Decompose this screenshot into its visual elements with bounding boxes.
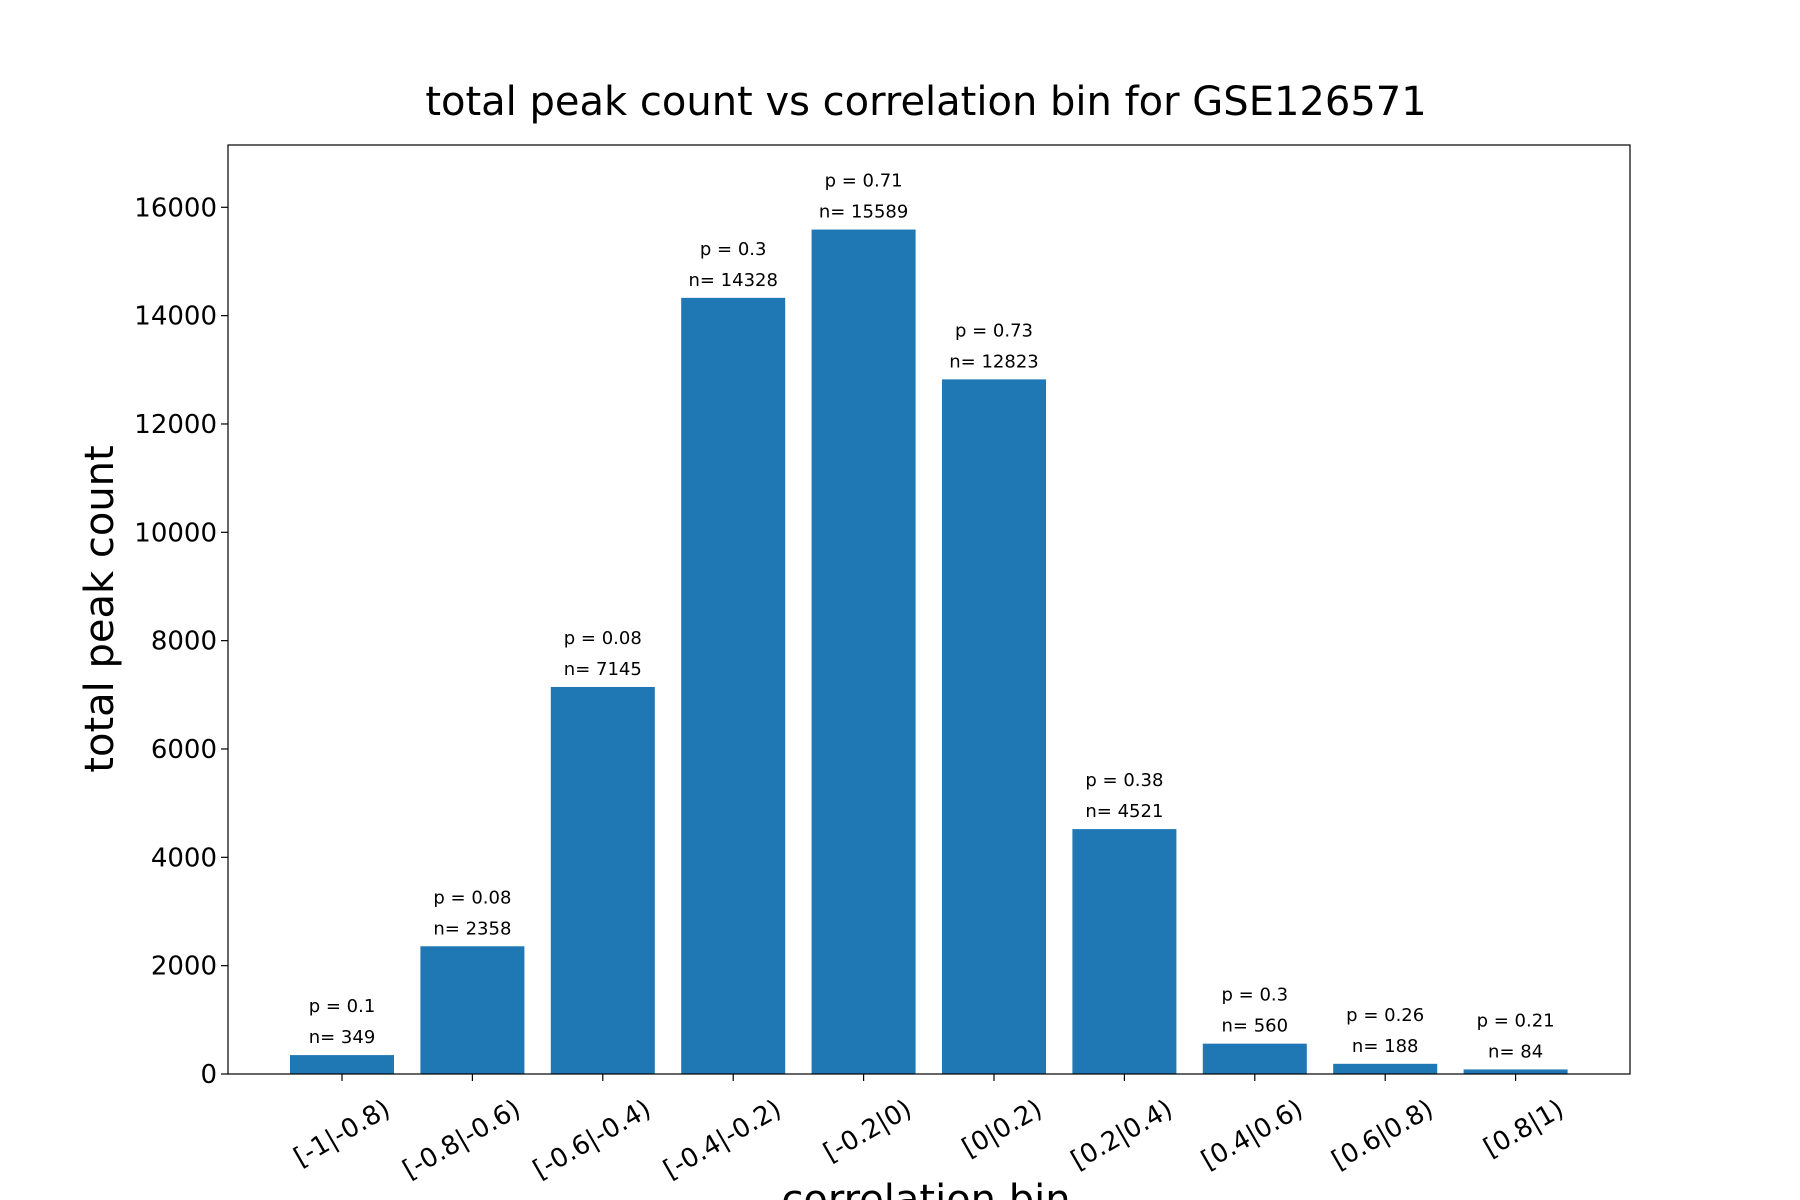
p-value-label: p = 0.08 (433, 887, 511, 908)
plot-frame (227, 144, 1631, 1075)
y-axis: 0 2000 4000 6000 8000 10000 12000 14000 16000 (134, 193, 228, 1090)
p-value-label: p = 0.21 (1477, 1010, 1555, 1031)
y-tick-label: 10000 (134, 518, 217, 548)
bar (420, 946, 525, 1074)
y-tick-label: 4000 (151, 843, 217, 873)
bars-layer (290, 229, 1568, 1075)
x-tick-label: [0|0.2) (957, 1094, 1047, 1163)
bar (1463, 1069, 1568, 1074)
x-tick-label: [-0.2|0) (819, 1094, 917, 1168)
n-count-label: n= 2358 (433, 918, 511, 939)
p-value-label: p = 0.71 (825, 171, 903, 192)
p-value-label: p = 0.08 (564, 628, 642, 649)
p-value-label: p = 0.3 (700, 239, 767, 260)
y-tick-label: 0 (200, 1060, 217, 1090)
y-tick-label: 2000 (151, 952, 217, 982)
x-tick-label: [0.8|1) (1479, 1094, 1569, 1163)
p-value-label: p = 0.1 (309, 996, 376, 1017)
chart-title: total peak count vs correlation bin for … (425, 79, 1426, 125)
bar (1072, 829, 1177, 1074)
x-axis-label: correlation bin (781, 1177, 1070, 1200)
p-value-label: p = 0.73 (955, 320, 1033, 341)
y-tick-label: 16000 (134, 193, 217, 223)
x-tick-label: [-0.4|-0.2) (659, 1094, 787, 1185)
n-count-label: n= 560 (1222, 1016, 1289, 1037)
y-tick-label: 6000 (151, 735, 217, 765)
x-tick-label: [-0.8|-0.6) (398, 1094, 526, 1185)
bar (681, 297, 786, 1074)
n-count-label: n= 15589 (819, 202, 908, 223)
x-tick-label: [0.2|0.4) (1066, 1094, 1178, 1176)
n-count-label: n= 188 (1352, 1036, 1419, 1057)
x-tick-label: [0.6|0.8) (1327, 1094, 1439, 1176)
bar (1202, 1043, 1307, 1074)
x-axis: [-1|-0.8) [-0.8|-0.6) [-0.6|-0.4) [-0.4|-0.… (289, 1074, 1569, 1185)
n-count-label: n= 14328 (688, 270, 777, 291)
n-count-label: n= 4521 (1085, 801, 1163, 822)
p-value-label: p = 0.38 (1085, 770, 1163, 791)
x-tick-label: [0.4|0.6) (1197, 1094, 1309, 1176)
bar (550, 686, 655, 1074)
n-count-label: n= 349 (309, 1027, 376, 1048)
p-value-label: p = 0.3 (1222, 985, 1289, 1006)
y-axis-label: total peak count (77, 445, 123, 772)
bar (290, 1055, 394, 1074)
y-tick-label: 8000 (151, 627, 217, 657)
y-tick-label: 12000 (134, 410, 217, 440)
x-tick-label: [-1|-0.8) (289, 1094, 396, 1173)
x-tick-label: [-0.6|-0.4) (528, 1094, 656, 1185)
y-tick-label: 14000 (134, 302, 217, 332)
bar (942, 379, 1046, 1075)
bar (811, 229, 916, 1074)
bar (1333, 1063, 1438, 1074)
bar-annotations: n= 349 p = 0.1 n= 2358 p = 0.08 n= 7145 p = 0… (309, 171, 1555, 1063)
n-count-label: n= 12823 (949, 351, 1038, 372)
p-value-label: p = 0.26 (1346, 1005, 1424, 1026)
n-count-label: n= 84 (1488, 1041, 1543, 1062)
n-count-label: n= 7145 (564, 659, 642, 680)
